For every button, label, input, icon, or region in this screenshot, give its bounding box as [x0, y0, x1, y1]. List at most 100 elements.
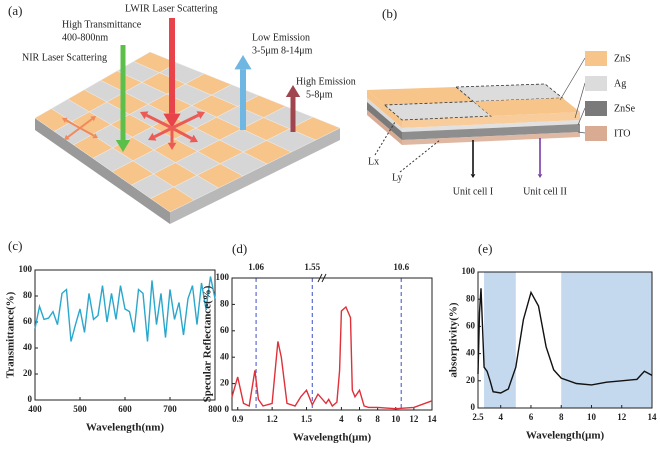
arrow-head — [234, 55, 252, 70]
plot-frame — [477, 271, 653, 409]
arrow-head — [196, 111, 205, 119]
x-tick-label: 14 — [428, 414, 438, 424]
y-axis-label: absorptivity(%) — [448, 302, 460, 378]
y-tick-label: 0 — [28, 394, 33, 404]
data-line — [34, 276, 216, 342]
data-line — [477, 288, 653, 394]
arrow — [153, 126, 173, 139]
slab-layer — [402, 124, 580, 140]
annotation: NIR Laser Scattering — [22, 52, 107, 63]
marker-label: 1.55 — [304, 262, 320, 272]
arrow-head — [148, 132, 157, 141]
x-tick-label: 6 — [529, 412, 534, 422]
slab-layer — [402, 132, 580, 145]
dim-line — [399, 139, 441, 173]
x-tick-label: 6 — [357, 414, 362, 424]
board-side — [35, 118, 170, 224]
legend-label: ZnS — [614, 53, 631, 64]
slab-cell — [473, 98, 580, 116]
x-tick-label: 500 — [73, 404, 87, 414]
y-tick-label: 60 — [220, 325, 230, 335]
arrow-head — [140, 111, 149, 120]
annotation: 400-800nm — [62, 32, 108, 43]
x-tick-label: 14 — [648, 412, 658, 422]
x-tick-label: 1.2 — [267, 414, 279, 424]
slab-layer — [367, 90, 402, 128]
panel-b — [367, 57, 586, 178]
board-side — [170, 128, 340, 224]
y-tick-label: 40 — [23, 342, 33, 352]
arrow-head — [92, 133, 98, 139]
y-tick-label: 20 — [466, 375, 476, 385]
panel-label: (b) — [382, 6, 397, 21]
annotation: Ly — [392, 172, 403, 183]
legend-label: Ag — [614, 78, 626, 89]
slab-layer — [402, 112, 580, 128]
x-tick-label: 8 — [559, 412, 564, 422]
slab-layer — [367, 102, 402, 140]
y-tick-label: 100 — [462, 266, 476, 276]
leader-line — [574, 82, 586, 119]
leader-line — [559, 57, 586, 101]
x-tick-label: 4 — [339, 414, 344, 424]
dim-line — [374, 121, 396, 156]
arrow — [79, 118, 93, 129]
x-axis-label: Wavelength(μm) — [526, 430, 605, 442]
panel-label: (c) — [8, 238, 22, 253]
annotation: Unit cell II — [523, 186, 567, 197]
arrow-head — [90, 116, 96, 122]
x-tick-label: 0.9 — [232, 414, 244, 424]
slab-layer — [367, 98, 402, 132]
arrow — [145, 113, 173, 130]
shaded-band — [484, 272, 516, 408]
x-tick-label: 600 — [118, 404, 132, 414]
plot-frame — [34, 269, 216, 401]
y-tick-label: 40 — [220, 351, 230, 361]
marker-label: 10.6 — [393, 262, 409, 272]
arrow — [171, 113, 200, 130]
x-tick-label: 400 — [28, 404, 42, 414]
slab-layer — [402, 120, 580, 132]
y-tick-label: 0 — [225, 404, 230, 414]
arrow-head — [62, 117, 68, 123]
arrow — [67, 127, 81, 138]
data-line — [231, 305, 433, 410]
x-tick-label: 1.5 — [301, 414, 313, 424]
arrow-head — [285, 85, 301, 97]
x-tick-label: 4 — [498, 412, 503, 422]
legend-swatch — [585, 51, 607, 66]
arrow-head — [167, 142, 177, 150]
legend-swatch — [585, 76, 607, 91]
legend-label: ITO — [614, 128, 630, 139]
y-tick-label: 0 — [471, 402, 476, 412]
y-axis-label: Transmittance(%) — [5, 291, 17, 378]
panel-label: (d) — [232, 241, 247, 256]
annotation: Low Emission — [252, 32, 310, 43]
x-tick-label: 12 — [617, 412, 627, 422]
x-tick-label: 10 — [391, 414, 401, 424]
x-tick-label: 800 — [208, 404, 222, 414]
y-tick-label: 20 — [220, 378, 230, 388]
x-axis-label: Wavelength(nm) — [86, 422, 165, 434]
board-cell — [289, 116, 341, 141]
y-tick-label: 80 — [466, 293, 476, 303]
x-tick-label: 10 — [587, 412, 597, 422]
annotation: Lx — [368, 156, 379, 167]
x-tick-label: 8 — [375, 414, 380, 424]
marker-label: 1.06 — [248, 262, 264, 272]
x-tick-label: 2.5 — [472, 412, 484, 422]
arrow-head — [470, 174, 476, 178]
y-tick-label: 100 — [216, 272, 230, 282]
leader-line — [577, 107, 586, 126]
y-tick-label: 40 — [466, 348, 476, 358]
panel-label: (a) — [8, 3, 22, 18]
annotation: High Transmittance — [62, 19, 142, 30]
x-tick-label: 700 — [163, 404, 177, 414]
arrow — [171, 126, 193, 140]
legend-label: ZnSe — [614, 103, 636, 114]
arrow — [79, 127, 95, 137]
y-tick-label: 80 — [220, 298, 230, 308]
y-axis-label: Specular Reflectance(%) — [202, 285, 214, 402]
arrow-head — [537, 174, 543, 178]
